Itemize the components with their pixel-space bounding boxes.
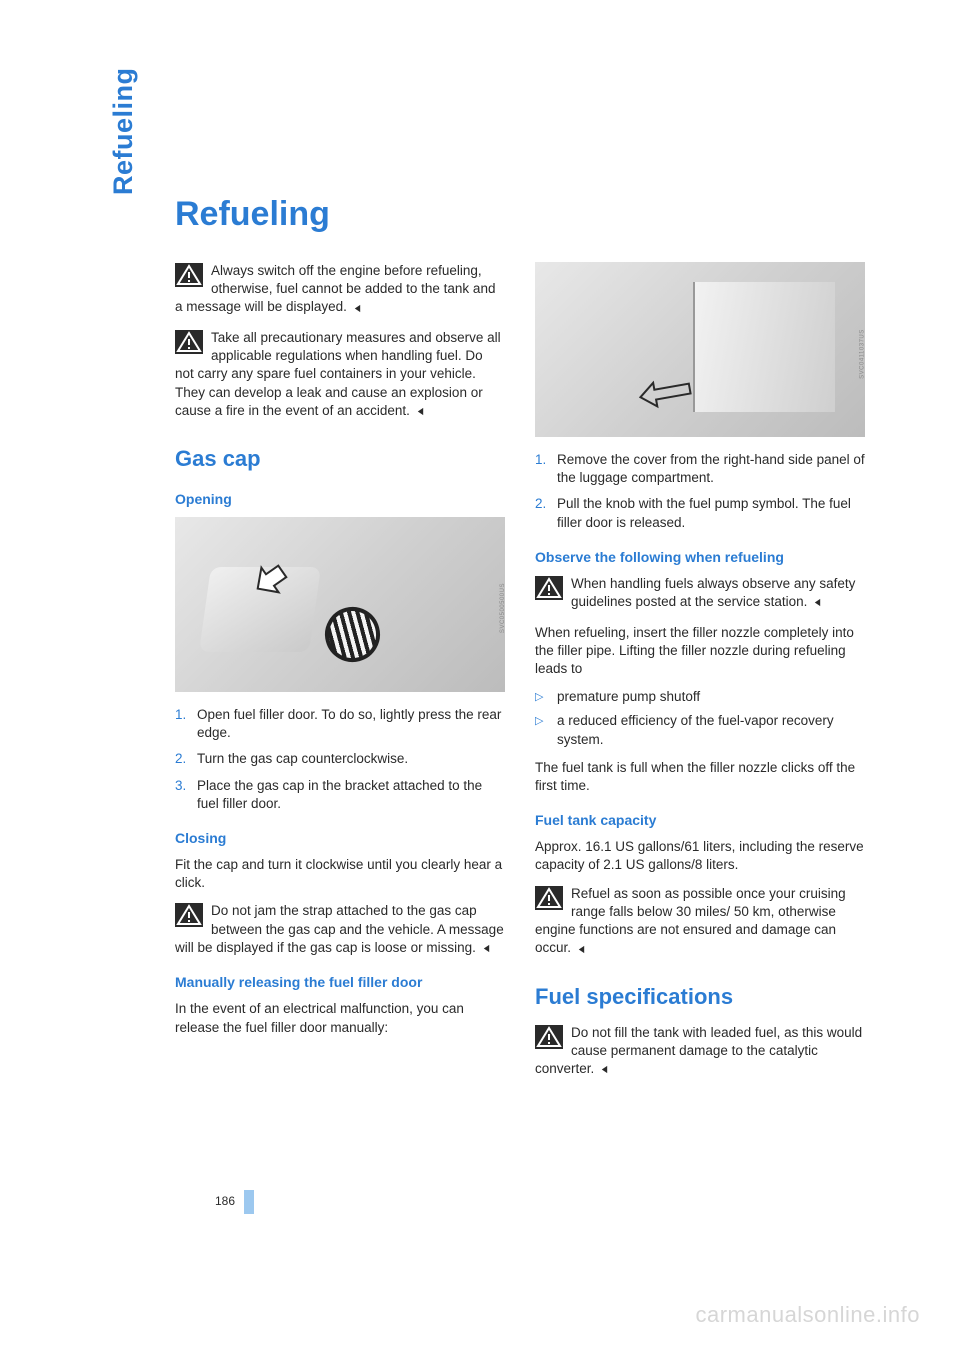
closing-heading: Closing xyxy=(175,829,505,848)
bullet-text: premature pump shutoff xyxy=(557,688,700,706)
step-number: 2. xyxy=(535,495,557,531)
bullet-text: a reduced efficiency of the fuel-vapor r… xyxy=(557,712,865,748)
warning-text: Do not jam the strap attached to the gas… xyxy=(175,903,504,954)
end-mark-icon xyxy=(416,402,425,420)
page-number: 186 xyxy=(215,1194,235,1208)
triangle-bullet-icon: ▷ xyxy=(535,712,557,748)
watermark: carmanualsonline.info xyxy=(695,1302,920,1328)
page-title: Refueling xyxy=(175,195,870,234)
closing-body: Fit the cap and turn it clockwise until … xyxy=(175,856,505,892)
list-item: 1.Remove the cover from the right-hand s… xyxy=(535,451,865,487)
step-text: Pull the knob with the fuel pump symbol.… xyxy=(557,495,865,531)
observe-bullets: ▷premature pump shutoff ▷a reduced effic… xyxy=(535,688,865,749)
two-column-layout: Always switch off the engine before refu… xyxy=(175,262,870,1090)
step-text: Remove the cover from the right-hand sid… xyxy=(557,451,865,487)
warning-station: When handling fuels always observe any s… xyxy=(535,575,865,612)
sidebar-section-label: Refueling xyxy=(108,67,139,195)
figure-code: SVC0411037US xyxy=(859,329,865,379)
warning-icon xyxy=(175,330,203,354)
warning-icon xyxy=(535,1025,563,1049)
warning-precautions: Take all precautionary measures and obse… xyxy=(175,329,505,420)
step-text: Place the gas cap in the bracket attache… xyxy=(197,777,505,813)
step-number: 2. xyxy=(175,750,197,768)
list-item: 2.Pull the knob with the fuel pump symbo… xyxy=(535,495,865,531)
end-mark-icon xyxy=(353,299,362,317)
opening-steps-list: 1.Open fuel filler door. To do so, light… xyxy=(175,706,505,813)
end-mark-icon xyxy=(577,940,586,958)
left-column: Always switch off the engine before refu… xyxy=(175,262,505,1090)
step-number: 1. xyxy=(535,451,557,487)
observe-tail: The fuel tank is full when the filler no… xyxy=(535,759,865,795)
warning-strap: Do not jam the strap attached to the gas… xyxy=(175,902,505,957)
list-item: ▷premature pump shutoff xyxy=(535,688,865,706)
list-item: 3.Place the gas cap in the bracket attac… xyxy=(175,777,505,813)
step-number: 3. xyxy=(175,777,197,813)
observe-body: When refueling, insert the filler nozzle… xyxy=(535,624,865,679)
gas-cap-icon xyxy=(319,601,386,668)
warning-icon xyxy=(535,886,563,910)
manual-release-body: In the event of an electrical malfunctio… xyxy=(175,1000,505,1036)
end-mark-icon xyxy=(482,939,491,957)
list-item: 1.Open fuel filler door. To do so, light… xyxy=(175,706,505,742)
figure-code: SVC0500500US xyxy=(499,584,505,634)
arrow-icon xyxy=(245,555,295,610)
opening-heading: Opening xyxy=(175,490,505,509)
end-mark-icon xyxy=(813,593,822,611)
list-item: ▷a reduced efficiency of the fuel-vapor … xyxy=(535,712,865,748)
warning-text: Always switch off the engine before refu… xyxy=(175,263,495,314)
warning-icon xyxy=(535,576,563,600)
right-column: SVC0411037US 1.Remove the cover from the… xyxy=(535,262,865,1090)
warning-text: Take all precautionary measures and obse… xyxy=(175,330,501,418)
warning-icon xyxy=(175,263,203,287)
warning-refuel-soon: Refuel as soon as possible once your cru… xyxy=(535,885,865,958)
capacity-heading: Fuel tank capacity xyxy=(535,811,865,830)
triangle-bullet-icon: ▷ xyxy=(535,688,557,706)
step-text: Open fuel filler door. To do so, lightly… xyxy=(197,706,505,742)
manual-release-heading: Manually releasing the fuel filler door xyxy=(175,973,505,992)
figure-fuel-door: SVC0500500US xyxy=(175,517,505,692)
page-number-bar xyxy=(244,1190,254,1214)
warning-engine-off: Always switch off the engine before refu… xyxy=(175,262,505,317)
warning-leaded-fuel: Do not fill the tank with leaded fuel, a… xyxy=(535,1024,865,1079)
figure-luggage-panel: SVC0411037US xyxy=(535,262,865,437)
end-mark-icon xyxy=(600,1060,609,1078)
arrow-icon xyxy=(635,372,705,417)
capacity-body: Approx. 16.1 US gallons/61 liters, inclu… xyxy=(535,838,865,874)
observe-heading: Observe the following when refueling xyxy=(535,548,865,567)
manual-page: Refueling Refueling Always switch off th… xyxy=(0,0,960,1358)
step-text: Turn the gas cap counterclockwise. xyxy=(197,750,408,768)
release-steps-list: 1.Remove the cover from the right-hand s… xyxy=(535,451,865,532)
warning-icon xyxy=(175,903,203,927)
list-item: 2.Turn the gas cap counterclockwise. xyxy=(175,750,505,768)
fuel-spec-heading: Fuel specifications xyxy=(535,982,865,1012)
gas-cap-heading: Gas cap xyxy=(175,444,505,474)
step-number: 1. xyxy=(175,706,197,742)
warning-text: Do not fill the tank with leaded fuel, a… xyxy=(535,1025,862,1076)
